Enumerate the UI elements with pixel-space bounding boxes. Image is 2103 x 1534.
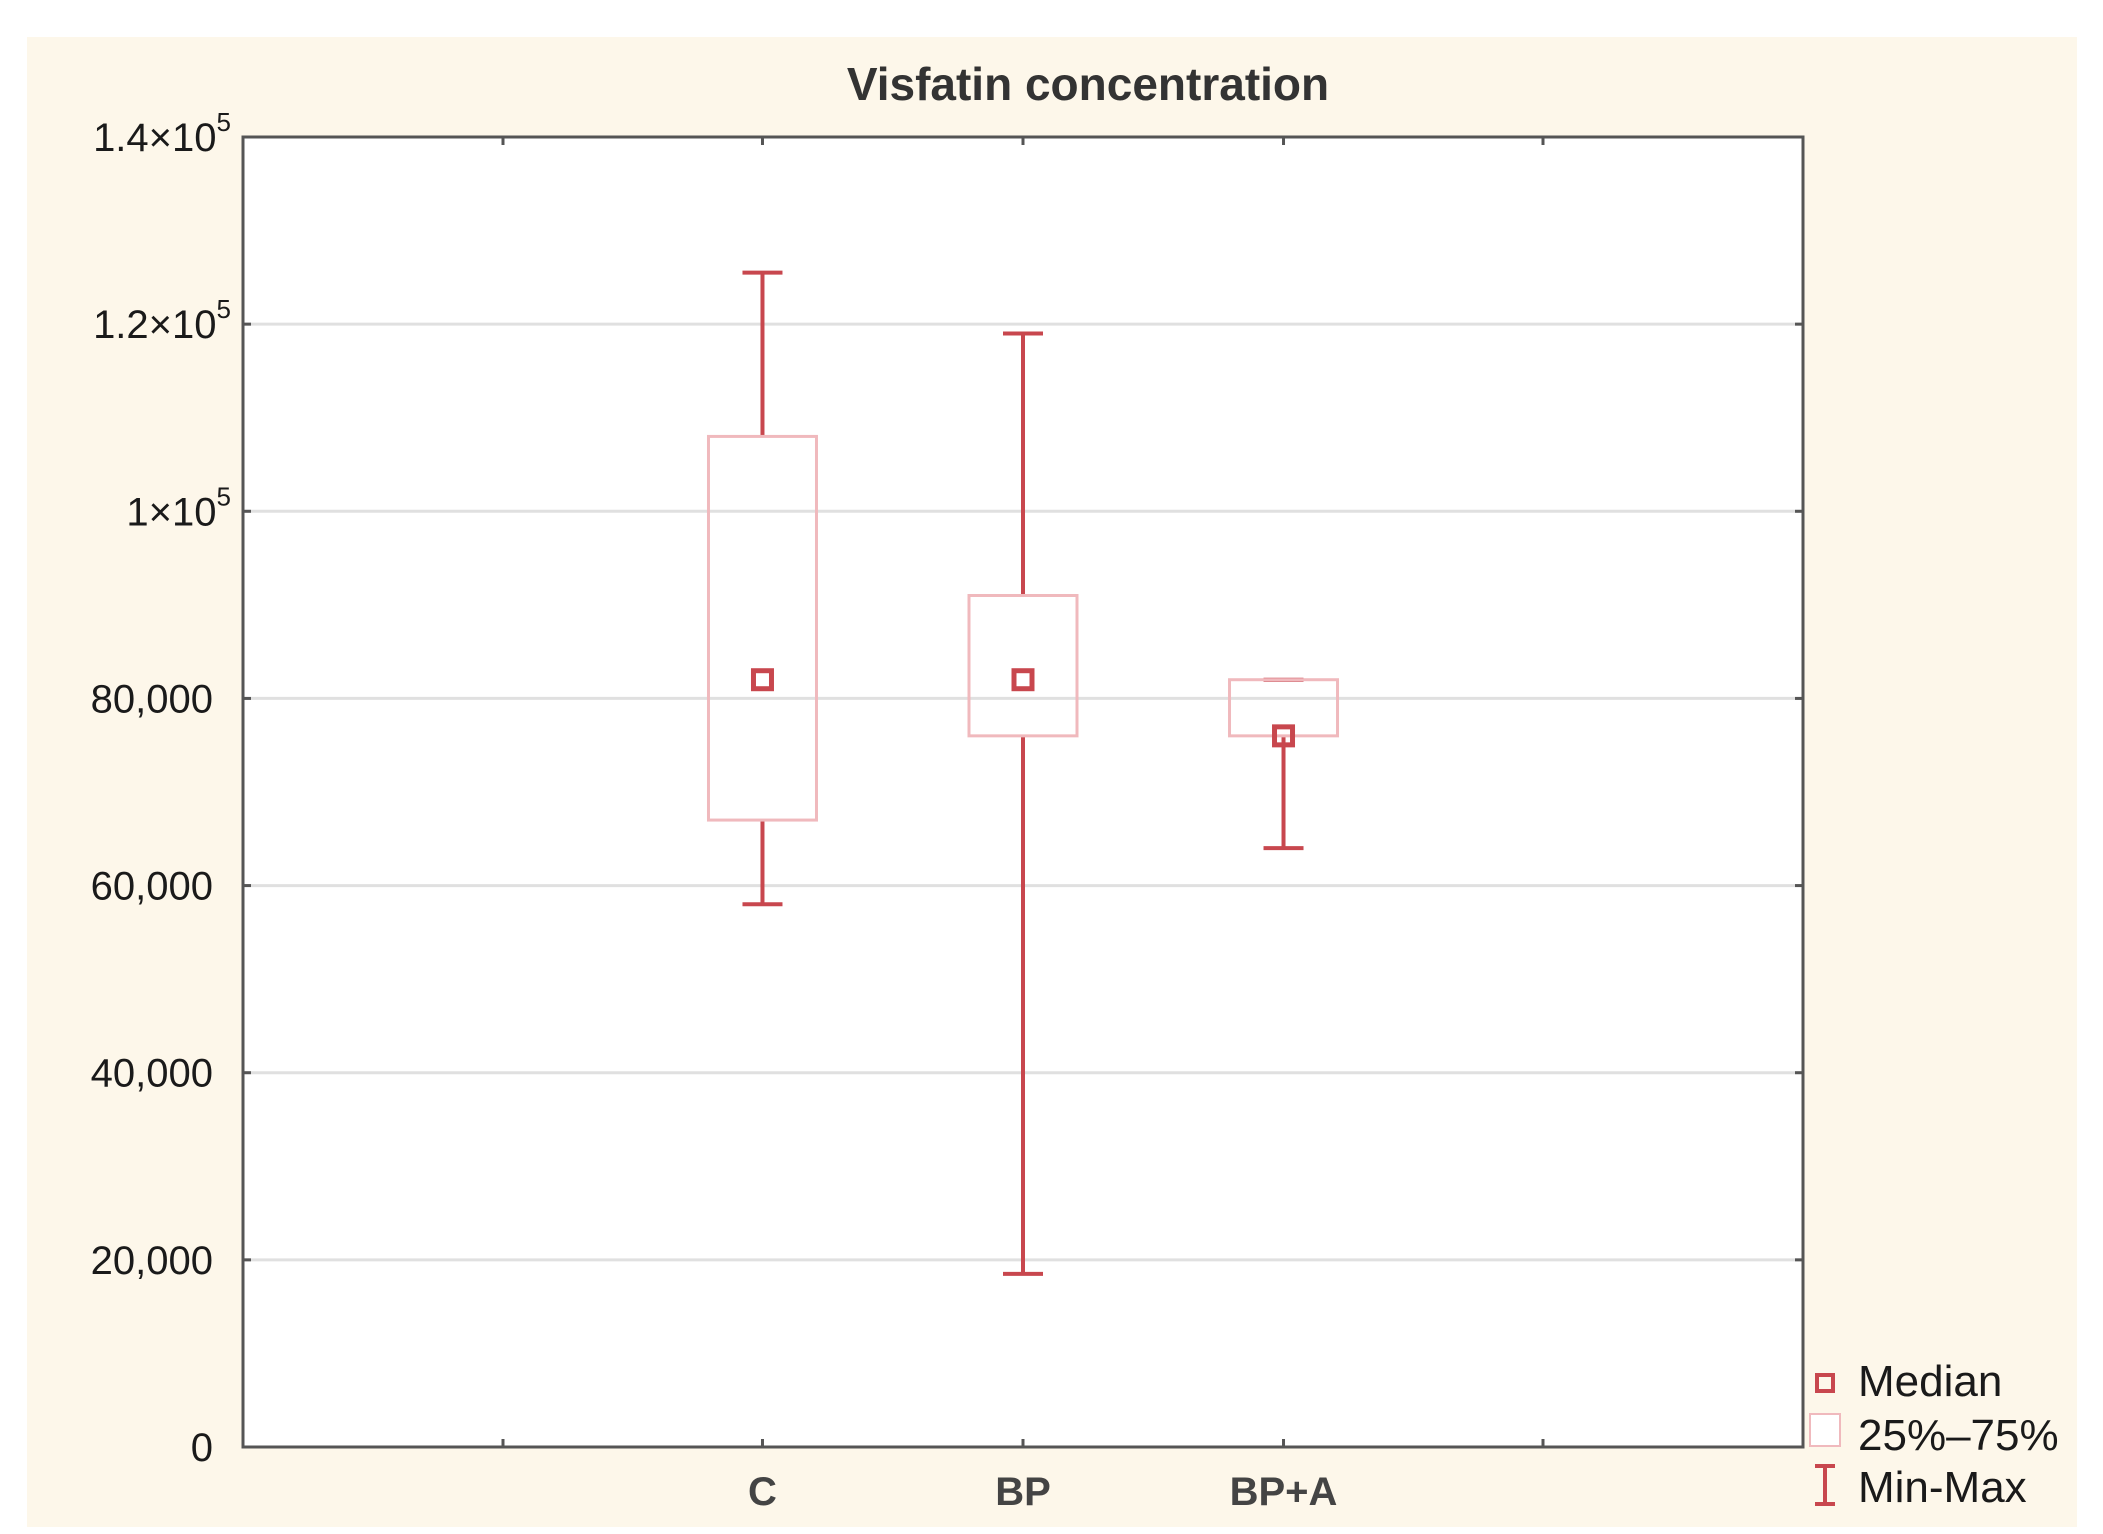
y-tick-label: 20,000 (91, 1239, 213, 1283)
box-group (1228, 677, 1340, 851)
x-category-label: BP+A (1230, 1470, 1338, 1514)
iqr-box (1228, 678, 1340, 738)
legend-box-label: 25%–75% (1858, 1411, 2059, 1460)
legend-median-label: Median (1858, 1357, 2002, 1406)
iqr-box (706, 434, 818, 822)
plot-frame (241, 135, 1805, 1449)
x-axis: C BP BP+A (501, 137, 1545, 1514)
legend-range-label: Min-Max (1858, 1463, 2027, 1512)
y-axis: 0 20,000 40,000 60,000 80,000 1×105 1.2×105 1.4… (91, 107, 1803, 1470)
box-group (967, 331, 1079, 1276)
box-series (706, 270, 1340, 1276)
legend: Median 25%–75% Min-Max (1809, 1357, 2059, 1512)
y-tick-label: 0 (191, 1426, 213, 1470)
y-tick-label: 1.4×105 (93, 107, 231, 160)
legend-median-marker (1815, 1373, 1835, 1393)
median-marker (1272, 724, 1296, 748)
chart-title: Visfatin concentration (847, 58, 1329, 110)
box-group (706, 270, 818, 907)
y-tick-label: 1.2×105 (93, 294, 231, 347)
median-marker (1011, 668, 1035, 692)
legend-box-marker (1809, 1413, 1841, 1447)
y-tick-label: 60,000 (91, 865, 213, 909)
x-category-label: BP (995, 1470, 1051, 1514)
iqr-box (967, 594, 1079, 738)
median-marker (750, 668, 774, 692)
y-tick-label: 80,000 (91, 677, 213, 721)
y-tick-label: 40,000 (91, 1052, 213, 1096)
y-tick-label: 1×105 (126, 481, 231, 534)
legend-range-marker (1815, 1464, 1835, 1506)
x-category-label: C (748, 1470, 777, 1514)
